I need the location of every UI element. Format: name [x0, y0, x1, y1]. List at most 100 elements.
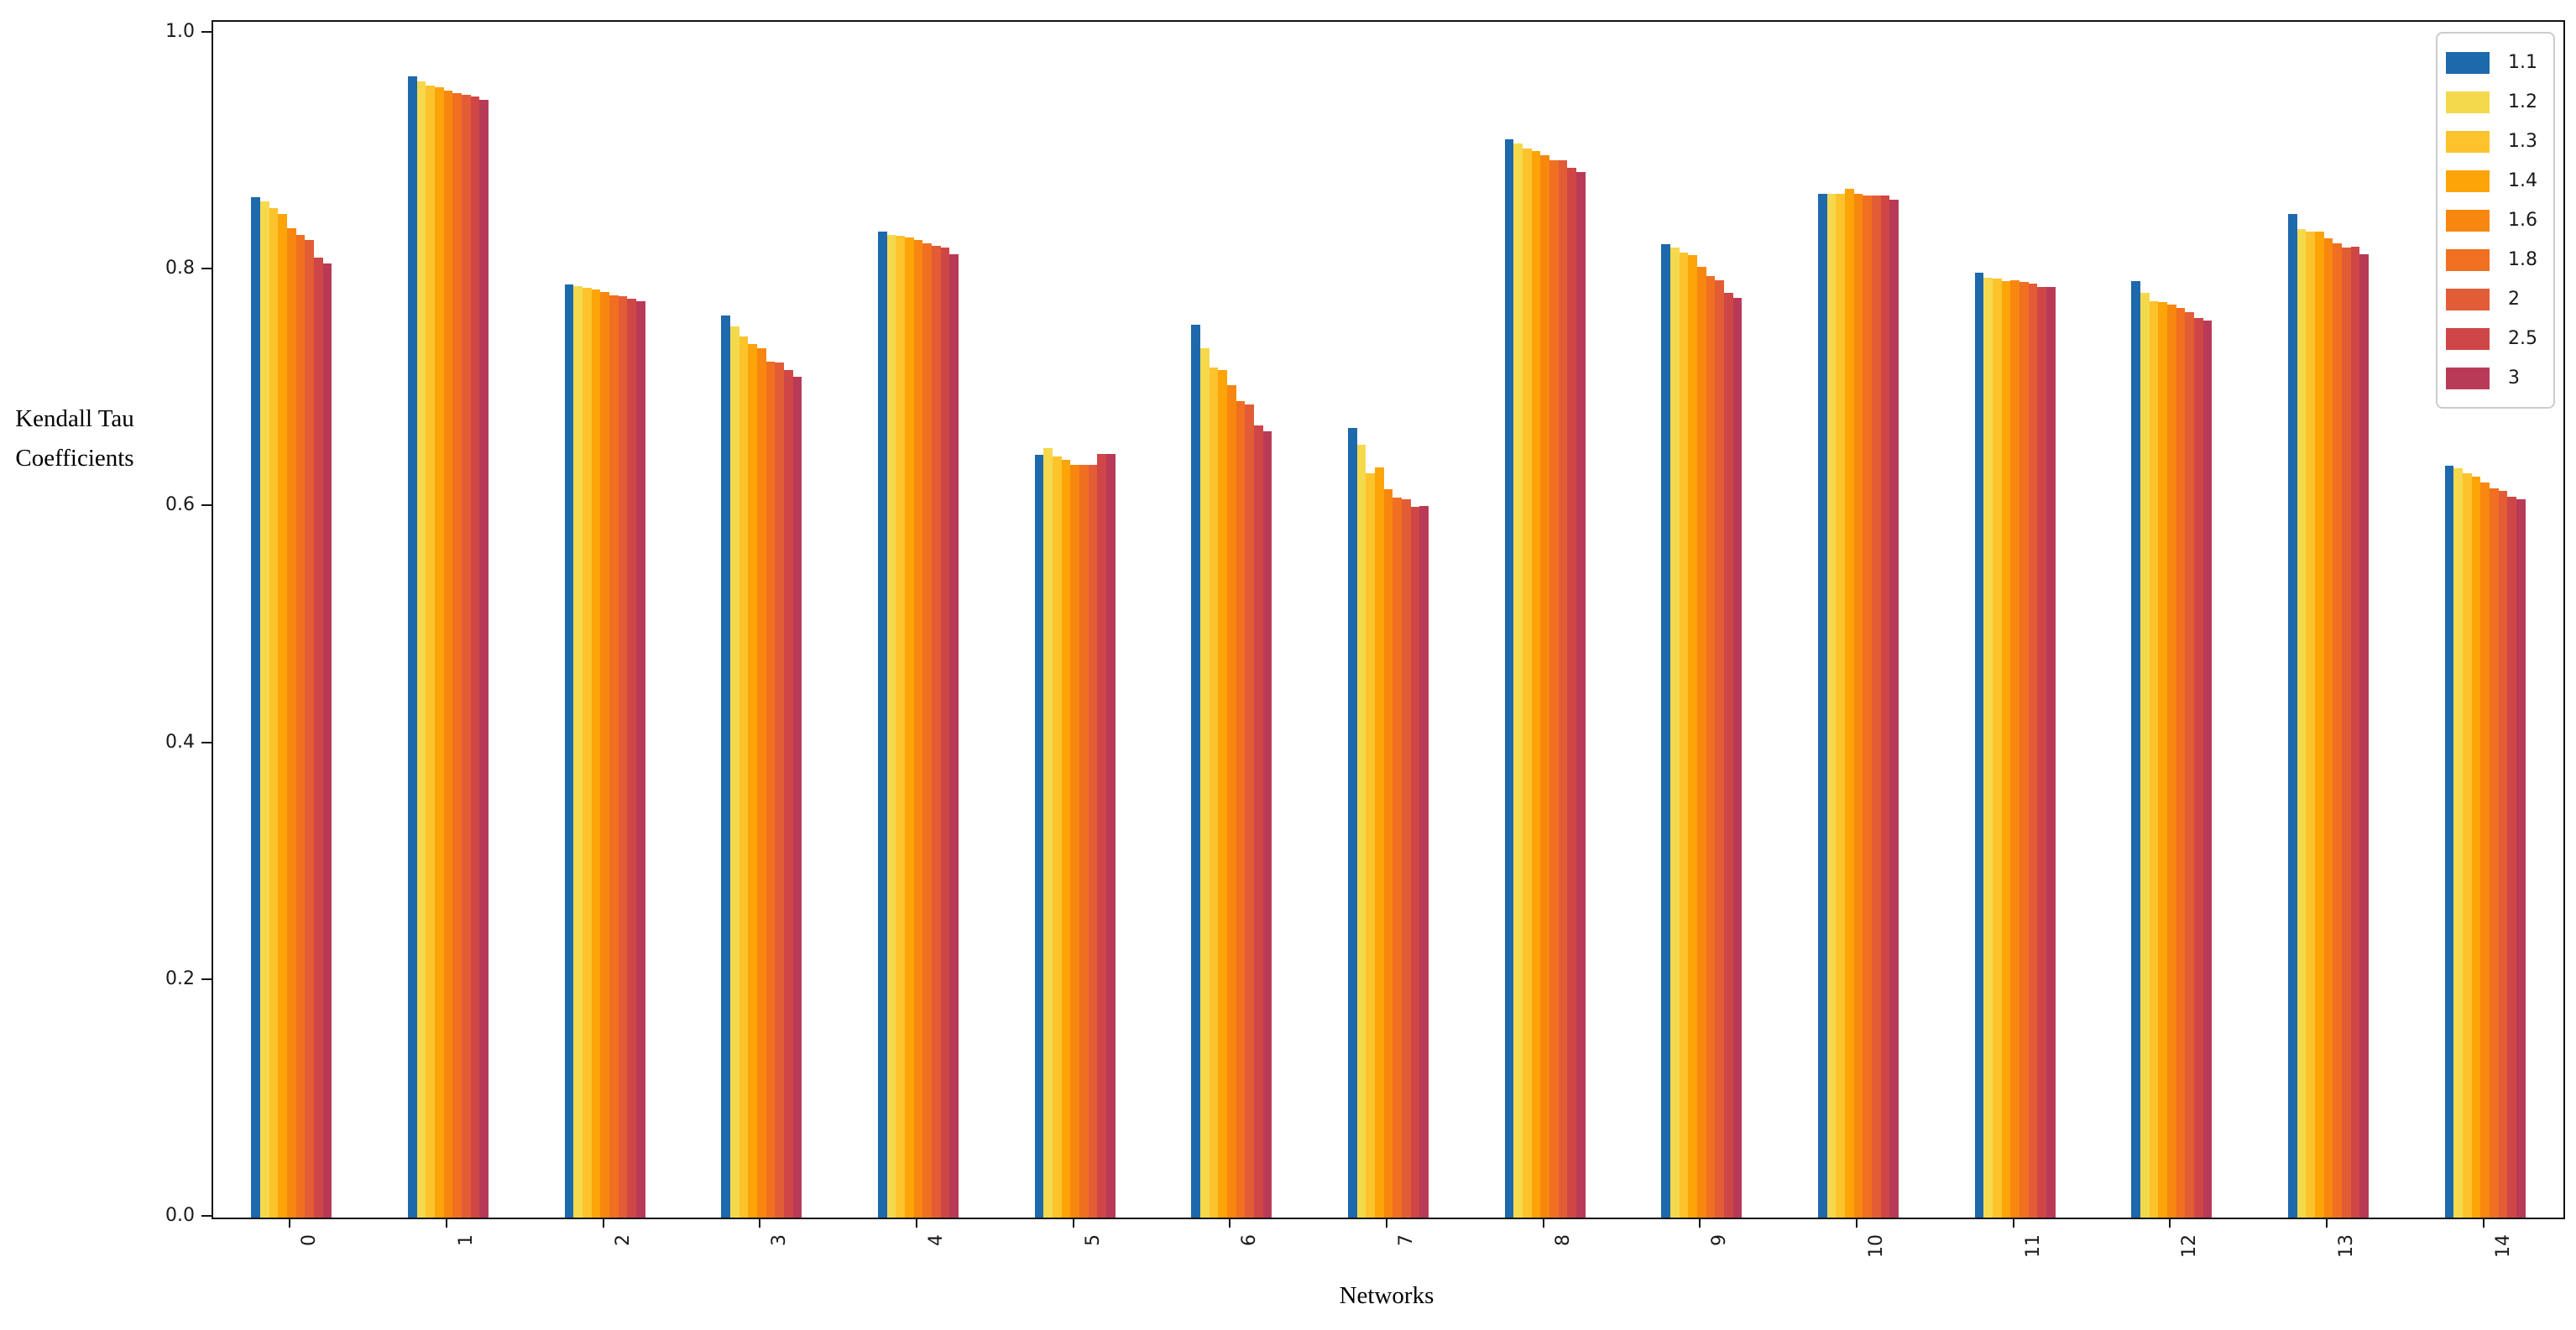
bar-series-1.6	[2166, 305, 2176, 1218]
legend-label: 1.8	[2508, 249, 2537, 270]
legend-label: 2	[2508, 289, 2520, 310]
bar-group-2	[564, 22, 645, 1218]
legend-swatch	[2446, 91, 2490, 113]
legend: 1.1 1.2 1.3 1.4 1.6 1.8 2 2.5 3	[2436, 32, 2555, 409]
x-tick-mark	[2012, 1218, 2014, 1228]
bar-series-2.5	[2037, 287, 2047, 1218]
bar-series-2	[1715, 279, 1724, 1218]
legend-swatch	[2446, 170, 2490, 192]
x-tick-mark	[916, 1218, 917, 1228]
bar-series-1.4	[1374, 467, 1384, 1218]
bar-series-1.6	[1853, 193, 1863, 1218]
bar-series-1.6	[2323, 238, 2333, 1218]
legend-label: 1.6	[2508, 210, 2537, 231]
bar-series-1.8	[609, 295, 619, 1218]
bar-series-3	[2516, 498, 2526, 1218]
bar-series-1.3	[2462, 472, 2472, 1218]
bar-group-9	[1661, 22, 1743, 1218]
legend-entry-1.6: 1.6	[2446, 201, 2553, 240]
bar-series-1.4	[904, 237, 914, 1218]
bar-series-1.8	[295, 234, 306, 1218]
bar-series-1.6	[1226, 385, 1236, 1218]
y-tick-label: 1.0	[165, 21, 195, 43]
bar-series-2.5	[470, 96, 480, 1218]
bar-series-1.4	[1688, 254, 1697, 1218]
bar-series-3	[1106, 453, 1116, 1218]
bar-series-1.4	[2158, 302, 2167, 1218]
bar-series-2.5	[1253, 425, 1263, 1218]
bar-series-3	[322, 263, 332, 1218]
bar-series-1.1	[721, 315, 730, 1218]
legend-swatch	[2446, 248, 2490, 271]
x-tick-mark	[1699, 1218, 1701, 1228]
legend-swatch	[2446, 209, 2490, 232]
bar-series-1.3	[1679, 253, 1689, 1218]
legend-label: 1.4	[2508, 170, 2537, 191]
y-axis-label: Kendall Tau Coefficients	[15, 405, 134, 472]
bar-series-1.1	[2131, 281, 2140, 1218]
bar-series-1.3	[269, 207, 279, 1218]
bar-series-2.5	[313, 257, 323, 1218]
legend-entry-1.1: 1.1	[2446, 43, 2553, 82]
bar-series-2.5	[1723, 293, 1733, 1218]
bar-series-3	[1732, 297, 1743, 1218]
bar-series-1.1	[1504, 138, 1514, 1218]
bar-series-1.6	[1540, 155, 1549, 1218]
bar-series-1.3	[1052, 456, 1062, 1218]
y-tick-label: 0.0	[165, 1205, 195, 1226]
bar-group-7	[1347, 22, 1429, 1218]
x-tick-mark	[1386, 1218, 1387, 1228]
bar-series-1.1	[877, 231, 887, 1218]
bar-series-2	[1088, 464, 1098, 1218]
bar-group-5	[1034, 22, 1116, 1218]
x-tick-mark	[1856, 1218, 1858, 1228]
bar-series-1.1	[1817, 193, 1827, 1218]
bar-series-1.4	[2314, 231, 2324, 1218]
bar-series-1.2	[1513, 143, 1523, 1218]
bar-series-3	[792, 377, 802, 1218]
bar-series-1.1	[1191, 325, 1200, 1218]
bar-series-1.6	[913, 239, 923, 1218]
y-tick-label: 0.4	[165, 731, 195, 753]
bar-series-1.8	[765, 361, 776, 1218]
bar-series-3	[2202, 320, 2213, 1218]
bar-series-1.2	[729, 326, 739, 1218]
bar-series-1.2	[2453, 467, 2463, 1218]
bar-series-1.1	[1974, 273, 1984, 1218]
bar-group-6	[1191, 22, 1272, 1218]
bar-series-2	[1558, 160, 1568, 1218]
bar-series-1.2	[1356, 444, 1366, 1218]
bar-series-1.3	[1836, 193, 1845, 1218]
y-tick-mark	[201, 741, 212, 743]
bar-series-2	[305, 239, 314, 1218]
legend-label: 1.3	[2508, 131, 2537, 152]
bar-series-2	[1245, 404, 1254, 1218]
bar-series-2	[2185, 311, 2194, 1218]
bar-series-2	[1401, 498, 1411, 1218]
bar-series-1.2	[1983, 277, 1993, 1218]
legend-entry-3: 3	[2446, 358, 2553, 398]
x-tick-mark	[2326, 1218, 2328, 1228]
bar-series-1.6	[1070, 464, 1079, 1218]
bar-series-1.2	[2296, 228, 2307, 1218]
bar-series-1.3	[2149, 300, 2159, 1218]
bar-series-1.2	[1669, 248, 1680, 1218]
bar-series-1.6	[2480, 482, 2490, 1218]
bar-series-1.3	[1522, 148, 1532, 1218]
legend-entry-2: 2	[2446, 279, 2553, 319]
bar-series-1.2	[1199, 348, 1210, 1218]
bar-series-1.3	[426, 86, 435, 1218]
bar-group-8	[1504, 22, 1586, 1218]
bar-series-2.5	[1567, 167, 1577, 1218]
bar-series-1.6	[600, 291, 609, 1218]
legend-swatch	[2446, 288, 2490, 310]
bar-series-1.3	[1992, 279, 2002, 1218]
bar-series-2.5	[2507, 496, 2517, 1218]
bar-series-1.6	[756, 348, 766, 1218]
y-tick-mark	[201, 31, 212, 34]
bar-series-1.6	[2010, 279, 2020, 1218]
bar-series-1.3	[1366, 472, 1375, 1218]
bar-series-3	[2359, 253, 2370, 1218]
bar-series-3	[2046, 287, 2056, 1218]
